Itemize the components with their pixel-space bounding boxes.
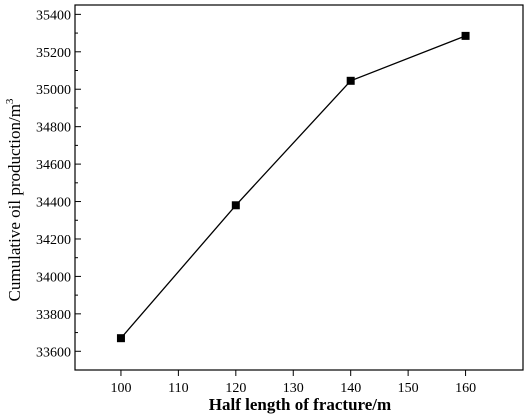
y-axis-ticks: 33600 33800 34000 34200 34400 34600 34800 35000… [36,8,81,360]
y-axis-label-main: Cumulative oil production/m [5,104,24,301]
y-tick-label: 33800 [36,308,71,323]
x-tick-label: 150 [398,381,419,396]
x-tick-label: 140 [340,381,361,396]
axes-frame [74,4,524,371]
y-axis-label: Cumulative oil production/m3 [4,98,24,301]
data-point-marker [116,334,125,343]
series-group [116,31,470,343]
y-tick-label: 34000 [36,270,71,285]
x-axis-label: Half length of fracture/m [209,395,391,414]
y-axis-label-superscript: 3 [4,98,16,104]
y-tick-label: 34800 [36,121,71,136]
x-axis-ticks: 100 110 120 130 140 150 160 [110,370,476,396]
y-tick-label: 35200 [36,46,71,61]
data-point-marker [231,201,240,210]
x-tick-label: 120 [225,381,246,396]
y-tick-label: 35000 [36,83,71,98]
x-tick-label: 160 [455,381,476,396]
x-tick-label: 110 [168,381,188,396]
y-tick-label: 34600 [36,158,71,173]
x-tick-label: 130 [283,381,304,396]
y-tick-label: 34400 [36,196,71,211]
plot-frame [74,4,524,371]
data-point-marker [461,31,470,40]
y-tick-label: 33600 [36,345,71,360]
x-tick-label: 100 [110,381,131,396]
series-line [120,35,466,339]
data-point-marker [346,76,355,85]
y-tick-label: 35400 [36,8,71,23]
y-tick-label: 34200 [36,233,71,248]
